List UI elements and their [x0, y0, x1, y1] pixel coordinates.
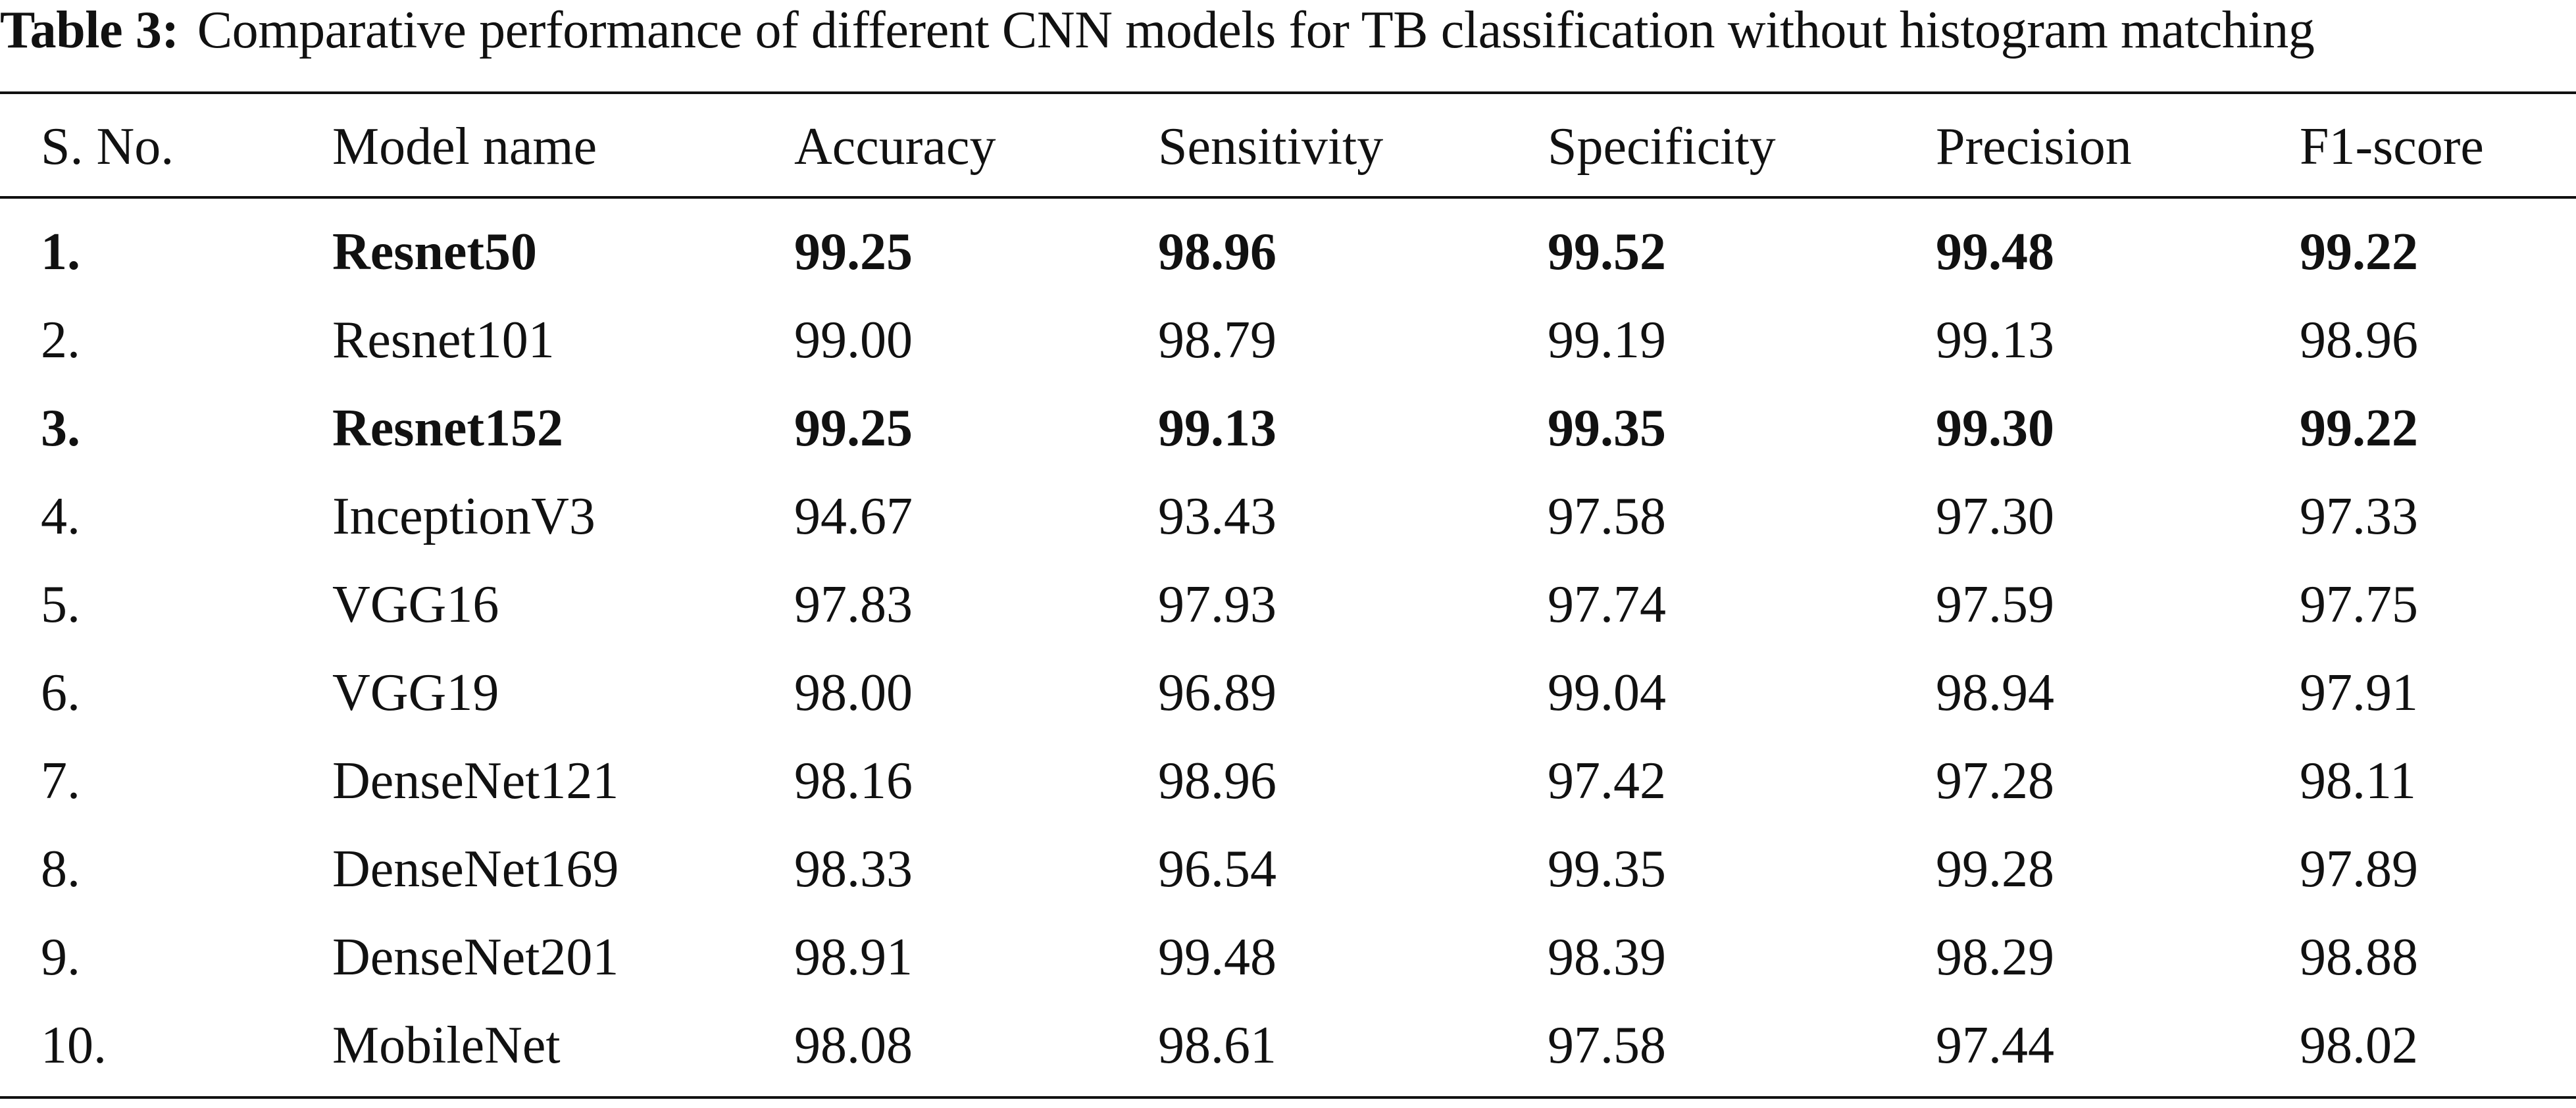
cell-specificity: 97.58 — [1548, 1017, 1666, 1074]
cell-sno: 5. — [41, 576, 80, 634]
cell-sno: 2. — [41, 311, 80, 369]
header-precision: Precision — [1936, 118, 2132, 176]
cell-model-name: Resnet152 — [332, 399, 564, 457]
cell-f1-score: 99.22 — [2300, 223, 2418, 281]
cell-model-name: MobileNet — [332, 1017, 561, 1074]
cell-model-name: InceptionV3 — [332, 488, 595, 545]
header-model-name: Model name — [332, 118, 597, 176]
cell-specificity: 99.52 — [1548, 223, 1666, 281]
cell-model-name: DenseNet201 — [332, 928, 619, 986]
cell-precision: 97.59 — [1936, 576, 2054, 634]
header-f1-score: F1-score — [2300, 118, 2484, 176]
cell-f1-score: 97.75 — [2300, 576, 2418, 634]
cell-sno: 6. — [41, 664, 80, 722]
cell-specificity: 99.19 — [1548, 311, 1666, 369]
cell-model-name: Resnet50 — [332, 223, 538, 281]
cell-specificity: 98.39 — [1548, 928, 1666, 986]
cell-model-name: Resnet101 — [332, 311, 555, 369]
cell-precision: 99.28 — [1936, 840, 2054, 898]
cell-precision: 97.28 — [1936, 752, 2054, 810]
cell-accuracy: 99.25 — [794, 223, 913, 281]
cell-f1-score: 98.96 — [2300, 311, 2418, 369]
cell-sensitivity: 98.79 — [1158, 311, 1276, 369]
cell-sno: 8. — [41, 840, 80, 898]
cell-sno: 4. — [41, 488, 80, 545]
cell-sno: 9. — [41, 928, 80, 986]
cell-sensitivity: 96.54 — [1158, 840, 1276, 898]
table-row: 4. InceptionV3 94.67 93.43 97.58 97.30 9… — [0, 477, 2576, 556]
cell-specificity: 97.58 — [1548, 488, 1666, 545]
cell-specificity: 99.35 — [1548, 840, 1666, 898]
cell-precision: 99.30 — [1936, 399, 2054, 457]
table-caption: Table 3: Comparative performance of diffe… — [0, 0, 2576, 72]
header-specificity: Specificity — [1548, 118, 1776, 176]
table-caption-label: Table 3: — [0, 1, 179, 59]
table-row: 5. VGG16 97.83 97.93 97.74 97.59 97.75 — [0, 565, 2576, 644]
cell-f1-score: 97.91 — [2300, 664, 2418, 722]
table-row: 7. DenseNet121 98.16 98.96 97.42 97.28 9… — [0, 742, 2576, 820]
table-row: 8. DenseNet169 98.33 96.54 99.35 99.28 9… — [0, 830, 2576, 909]
cell-model-name: VGG16 — [332, 576, 499, 634]
table-header-row: S. No. Model name Accuracy Sensitivity S… — [0, 107, 2576, 186]
cell-accuracy: 98.08 — [794, 1017, 913, 1074]
header-sensitivity: Sensitivity — [1158, 118, 1384, 176]
cell-precision: 99.48 — [1936, 223, 2054, 281]
table-row: 1. Resnet50 99.25 98.96 99.52 99.48 99.2… — [0, 213, 2576, 291]
cell-specificity: 99.04 — [1548, 664, 1666, 722]
cell-sensitivity: 98.61 — [1158, 1017, 1276, 1074]
cell-f1-score: 97.33 — [2300, 488, 2418, 545]
header-accuracy: Accuracy — [794, 118, 996, 176]
cell-precision: 98.94 — [1936, 664, 2054, 722]
cell-sno: 7. — [41, 752, 80, 810]
cell-accuracy: 99.25 — [794, 399, 913, 457]
cell-specificity: 97.74 — [1548, 576, 1666, 634]
cell-model-name: DenseNet169 — [332, 840, 619, 898]
cell-f1-score: 98.11 — [2300, 752, 2417, 810]
cell-sno: 10. — [41, 1017, 107, 1074]
table-row: 9. DenseNet201 98.91 99.48 98.39 98.29 9… — [0, 918, 2576, 997]
cell-f1-score: 97.89 — [2300, 840, 2418, 898]
cell-accuracy: 98.33 — [794, 840, 913, 898]
cell-accuracy: 98.00 — [794, 664, 913, 722]
cell-sensitivity: 99.13 — [1158, 399, 1276, 457]
cell-f1-score: 98.88 — [2300, 928, 2418, 986]
cell-accuracy: 99.00 — [794, 311, 913, 369]
header-sno: S. No. — [41, 118, 174, 176]
cell-f1-score: 99.22 — [2300, 399, 2418, 457]
table-row: 2. Resnet101 99.00 98.79 99.19 99.13 98.… — [0, 301, 2576, 380]
cell-accuracy: 98.16 — [794, 752, 913, 810]
table-row: 10. MobileNet 98.08 98.61 97.58 97.44 98… — [0, 1006, 2576, 1085]
cell-sensitivity: 97.93 — [1158, 576, 1276, 634]
cell-precision: 97.30 — [1936, 488, 2054, 545]
cell-accuracy: 97.83 — [794, 576, 913, 634]
cell-accuracy: 98.91 — [794, 928, 913, 986]
cell-precision: 97.44 — [1936, 1017, 2054, 1074]
cell-specificity: 99.35 — [1548, 399, 1666, 457]
cell-sensitivity: 93.43 — [1158, 488, 1276, 545]
cell-specificity: 97.42 — [1548, 752, 1666, 810]
cell-sensitivity: 98.96 — [1158, 223, 1276, 281]
table-caption-text: Comparative performance of different CNN… — [197, 1, 2315, 59]
table-header-rule — [0, 196, 2576, 199]
cell-accuracy: 94.67 — [794, 488, 913, 545]
cell-model-name: VGG19 — [332, 664, 499, 722]
table-row: 3. Resnet152 99.25 99.13 99.35 99.30 99.… — [0, 389, 2576, 468]
cell-sensitivity: 99.48 — [1158, 928, 1276, 986]
cell-f1-score: 98.02 — [2300, 1017, 2418, 1074]
cell-precision: 99.13 — [1936, 311, 2054, 369]
cell-sensitivity: 96.89 — [1158, 664, 1276, 722]
cell-sno: 1. — [41, 223, 80, 281]
cell-sno: 3. — [41, 399, 80, 457]
table-bottom-rule — [0, 1096, 2576, 1099]
table-top-rule — [0, 91, 2576, 94]
cell-model-name: DenseNet121 — [332, 752, 619, 810]
cell-sensitivity: 98.96 — [1158, 752, 1276, 810]
table-row: 6. VGG19 98.00 96.89 99.04 98.94 97.91 — [0, 653, 2576, 732]
cell-precision: 98.29 — [1936, 928, 2054, 986]
